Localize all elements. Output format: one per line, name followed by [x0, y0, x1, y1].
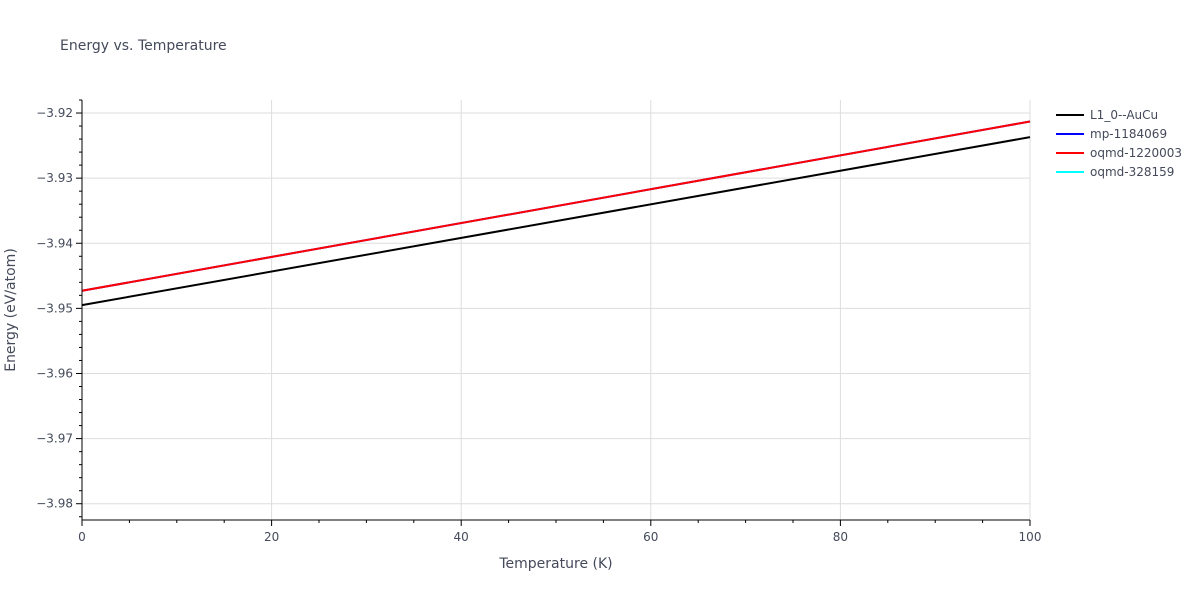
legend-label: mp-1184069 [1090, 127, 1167, 141]
series-line-oqmd-1220003 [81, 120, 1031, 292]
legend-label: L1_0--AuCu [1090, 108, 1158, 122]
y-tick-label: −3.95 [36, 301, 73, 315]
x-gridlines [271, 100, 1031, 520]
x-axis-title: Temperature (K) [498, 556, 612, 572]
y-tick-label: −3.92 [36, 106, 73, 120]
legend: L1_0--AuCu mp-1184069 oqmd-1220003 oqmd-328… [1056, 108, 1182, 179]
legend-label: oqmd-328159 [1090, 165, 1174, 179]
y-tick-label: −3.94 [36, 236, 73, 250]
legend-item[interactable]: L1_0--AuCu [1056, 108, 1158, 122]
y-axis-title: Energy (eV/atom) [3, 248, 19, 372]
y-tick-label: −3.96 [36, 366, 73, 380]
y-gridlines [82, 112, 1030, 505]
y-tick-label: −3.98 [36, 497, 73, 511]
legend-label: oqmd-1220003 [1090, 146, 1182, 160]
legend-item[interactable]: oqmd-328159 [1056, 165, 1174, 179]
legend-item[interactable]: oqmd-1220003 [1056, 146, 1182, 160]
x-tick-label: 100 [1019, 530, 1042, 544]
legend-item[interactable]: mp-1184069 [1056, 127, 1167, 141]
x-tick-label: 20 [264, 530, 279, 544]
x-tick-label: 0 [78, 530, 86, 544]
series-line-l1-0-aucu [81, 136, 1031, 307]
x-axis-ticks: 0 20 40 60 80 100 [78, 520, 1041, 544]
series-lines [81, 120, 1031, 307]
x-tick-label: 80 [833, 530, 848, 544]
y-tick-label: −3.93 [36, 171, 73, 185]
x-tick-label: 40 [454, 530, 469, 544]
x-tick-label: 60 [643, 530, 658, 544]
y-tick-label: −3.97 [36, 432, 73, 446]
chart-title: Energy vs. Temperature [60, 38, 227, 54]
y-axis-ticks: −3.98 −3.97 −3.96 −3.95 −3.94 −3.93 −3.92 [36, 99, 82, 518]
